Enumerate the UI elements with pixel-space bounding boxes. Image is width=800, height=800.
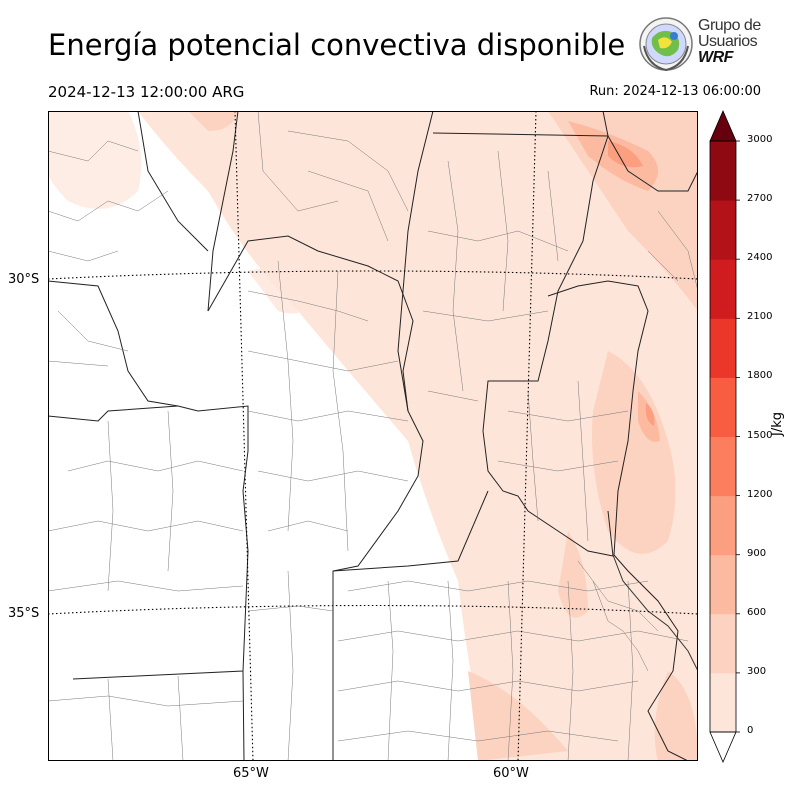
lon-label-60w: 60°W [493,766,529,781]
colorbar-segment [710,377,736,437]
logo: Grupo de Usuarios WRF [638,16,762,74]
lon-label-65w: 65°W [233,766,269,781]
logo-line-3: WRF [698,49,733,66]
valid-time: 2024-12-13 12:00:00 ARG [48,83,245,101]
colorbar-tick-label: 300 [747,665,767,677]
cape-shading [48,111,698,761]
cape-shading-900 [608,141,655,426]
colorbar-tick-label: 0 [747,725,754,736]
logo-line-2: Usuarios [698,33,758,50]
colorbar-segment [710,318,736,378]
colorbar-segment [710,672,736,733]
globe-icon [639,17,693,72]
colorbar-extend-min [709,731,737,764]
lat-label-35s: 35°S [8,606,40,621]
coastline [612,554,698,672]
colorbar-segment [710,436,736,497]
colorbar-tick-label: 2100 [747,311,773,323]
cape-shading-300 [188,111,698,761]
lat-label-30s: 30°S [8,272,40,287]
colorbar-segment [710,141,736,201]
colorbar-tick-label: 2700 [747,193,773,205]
graticule [48,111,698,761]
colorbar-segment [710,259,736,319]
colorbar-segment [710,200,736,260]
colorbar-segment [710,613,736,674]
colorbar-extend-max [709,109,737,142]
colorbar-segment [710,495,736,556]
colorbar-tick-label: 1200 [747,488,773,500]
map-panel [48,111,698,761]
province-boundaries [48,111,698,761]
logo-line-1: Grupo de [698,17,761,34]
colorbar [709,109,740,764]
colorbar-tick-label: 1500 [747,429,773,441]
run-time: Run: 2024-12-13 06:00:00 [589,84,761,99]
colorbar-tick-label: 2400 [747,252,773,264]
department-boundaries [48,111,698,761]
map-title: Energía potencial convectiva disponible [48,28,626,62]
colorbar-tick-label: 600 [747,606,767,618]
colorbar-tick-label: 3000 [747,134,773,145]
colorbar-tick-label: 900 [747,547,767,559]
colorbar-segment [710,554,736,615]
colorbar-unit: J/kg [770,412,785,436]
colorbar-tick-label: 1800 [747,370,773,382]
